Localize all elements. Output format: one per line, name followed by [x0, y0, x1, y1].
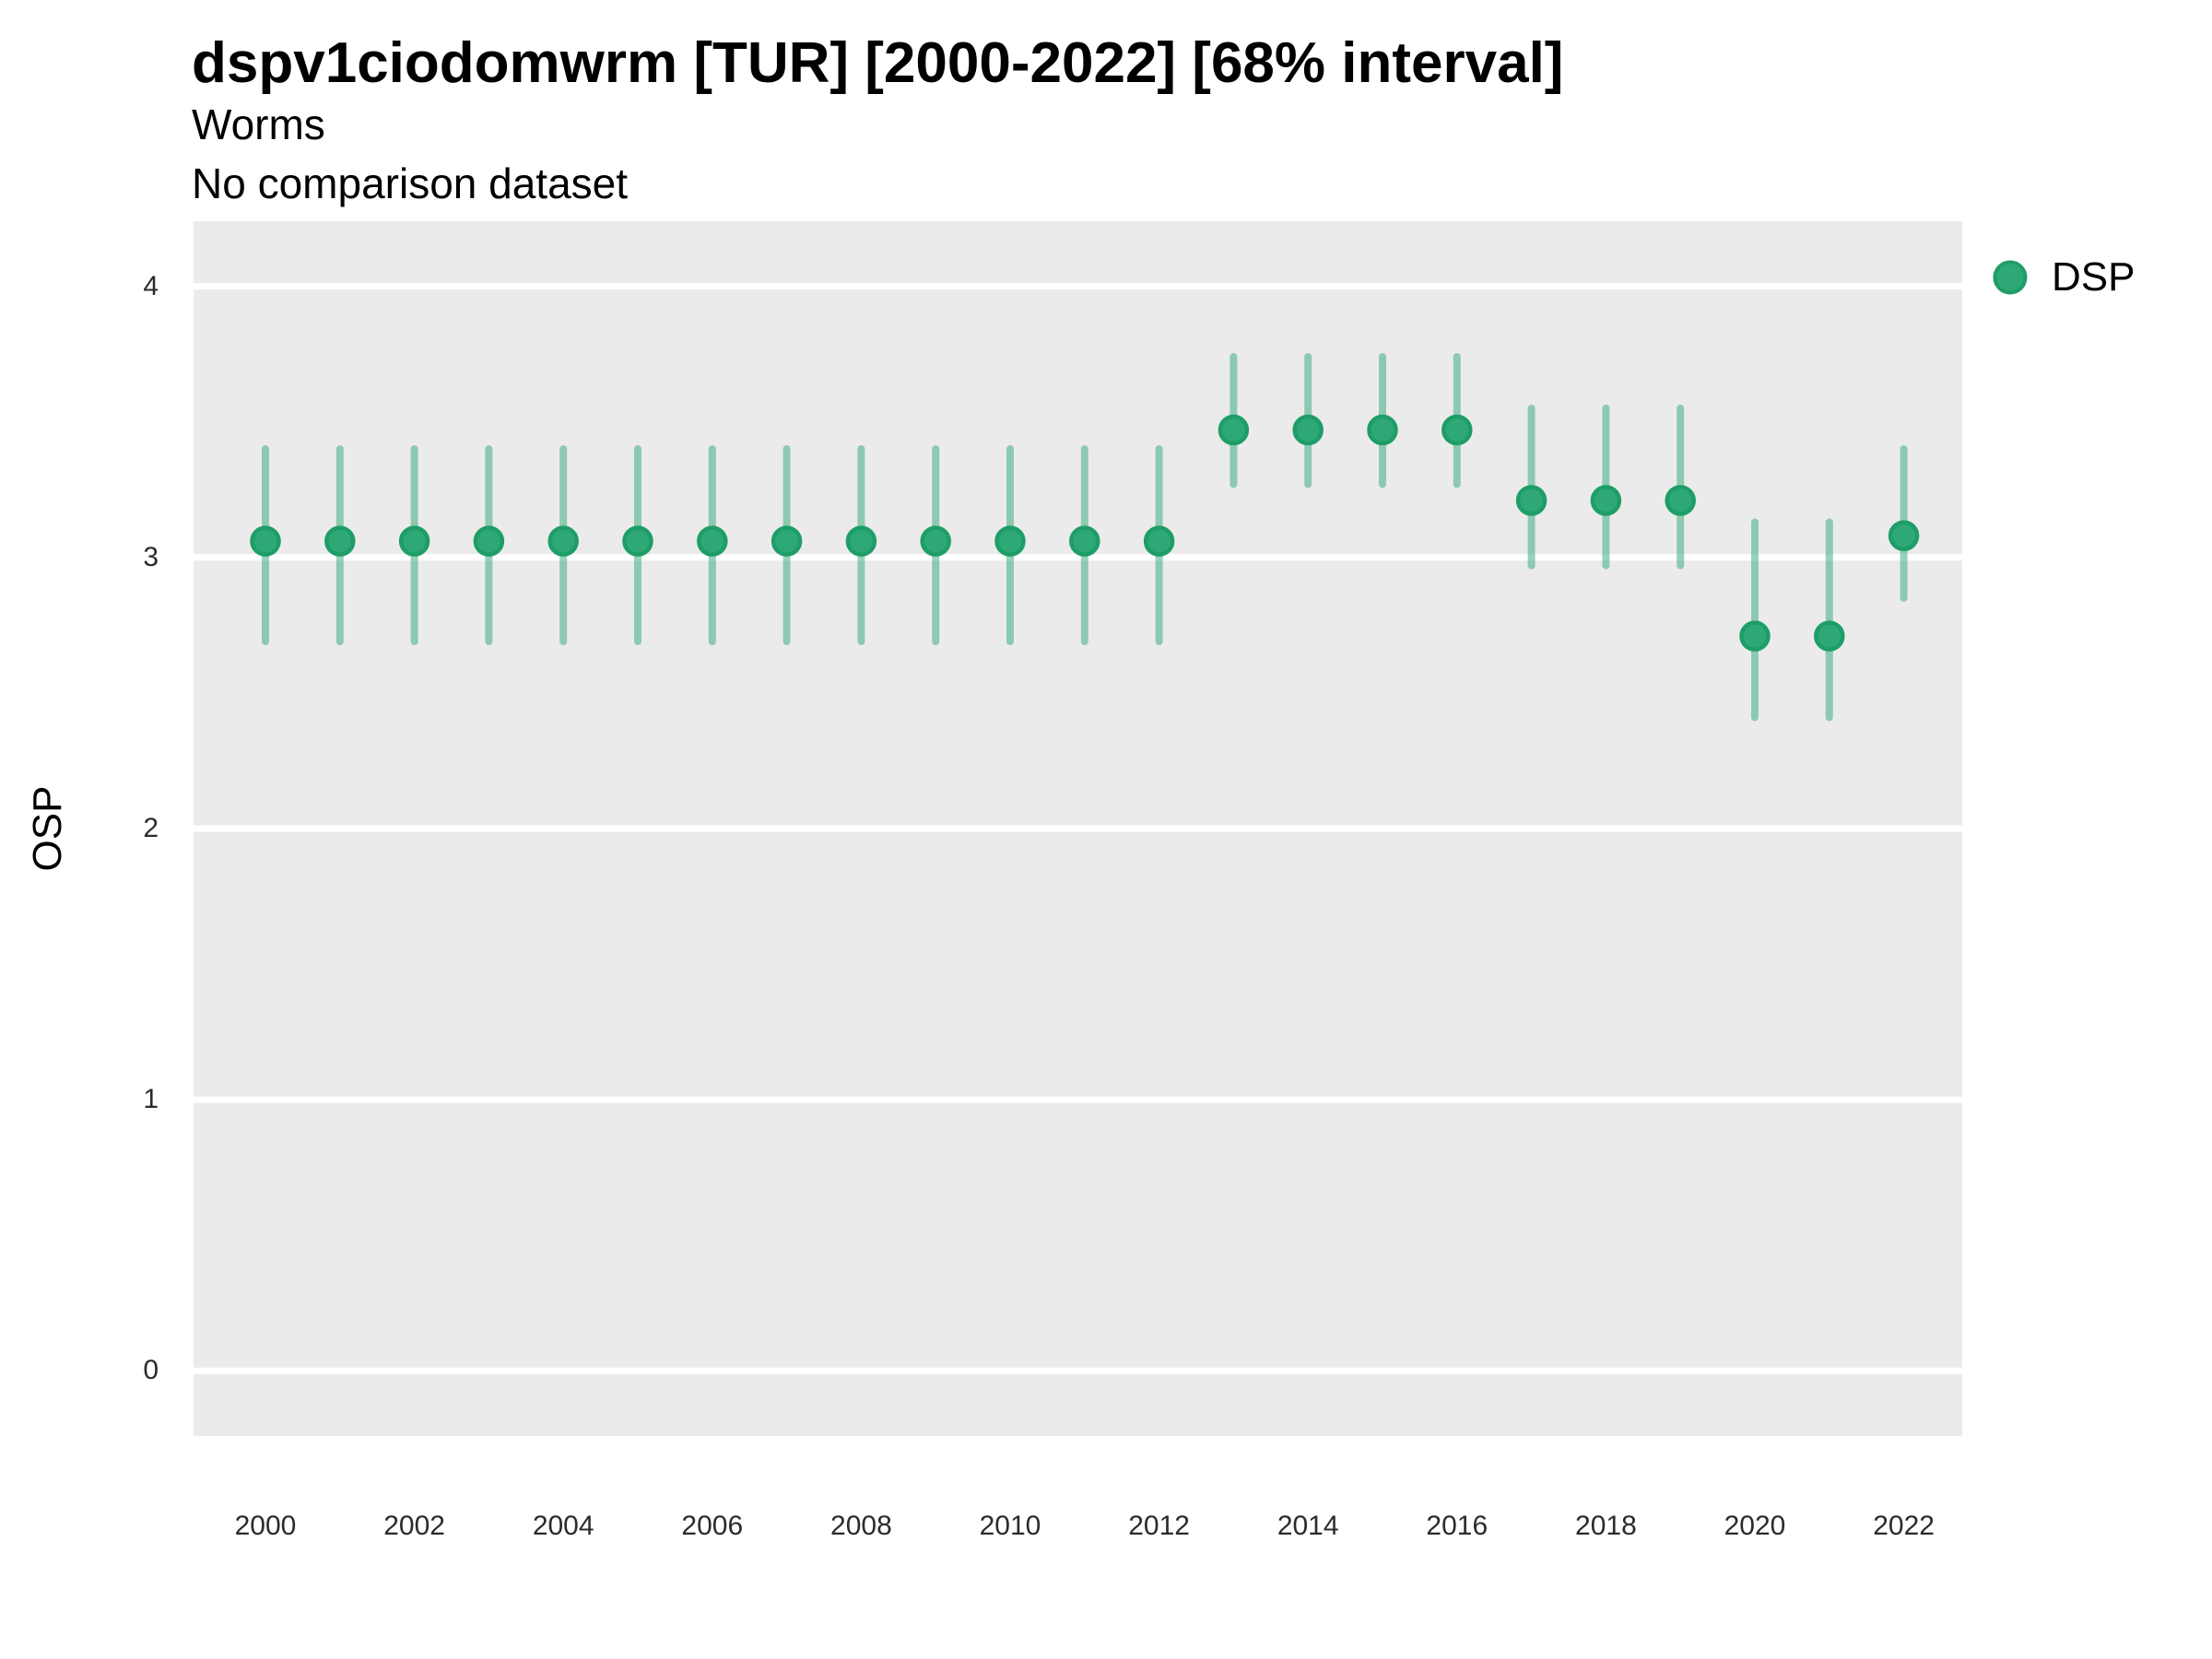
- x-tick-label: 2022: [1873, 1511, 1935, 1541]
- y-tick-label: 0: [143, 1355, 159, 1386]
- x-tick-label: 2004: [532, 1511, 594, 1541]
- point-marker: [771, 525, 803, 557]
- y-tick-label: 1: [143, 1084, 159, 1115]
- legend-dot-icon: [1993, 260, 2028, 295]
- point-marker: [1814, 620, 1845, 652]
- y-axis-title: OSP: [25, 785, 70, 872]
- point-marker: [1069, 525, 1100, 557]
- y-tick-label: 4: [143, 270, 159, 301]
- point-marker: [1441, 414, 1473, 446]
- point-marker: [994, 525, 1026, 557]
- point-marker: [622, 525, 653, 557]
- point-marker: [1143, 525, 1175, 557]
- x-tick-label: 2006: [681, 1511, 744, 1541]
- point-marker: [398, 525, 430, 557]
- x-tick-label: 2012: [1128, 1511, 1190, 1541]
- point-marker: [1292, 414, 1324, 446]
- point-marker: [845, 525, 877, 557]
- comparison-note: No comparison dataset: [192, 159, 629, 207]
- point-marker: [920, 525, 951, 557]
- chart-title: dspv1ciodomwrm [TUR] [2000-2022] [68% in…: [192, 31, 1564, 95]
- y-tick-label: 3: [143, 541, 159, 572]
- x-tick-label: 2016: [1426, 1511, 1488, 1541]
- point-marker: [473, 525, 505, 557]
- point-marker: [697, 525, 728, 557]
- point-marker: [250, 525, 281, 557]
- point-marker: [324, 525, 356, 557]
- x-tick-label: 2010: [979, 1511, 1041, 1541]
- x-tick-label: 2000: [234, 1511, 297, 1541]
- point-marker: [547, 525, 579, 557]
- y-tick-label: 2: [143, 813, 159, 843]
- legend-series-label: DSP: [2052, 254, 2136, 300]
- point-marker: [1590, 485, 1622, 516]
- x-tick-label: 2002: [383, 1511, 445, 1541]
- point-marker: [1665, 485, 1696, 516]
- point-marker: [1888, 520, 1920, 552]
- point-marker: [1739, 620, 1771, 652]
- x-tick-label: 2018: [1575, 1511, 1637, 1541]
- x-tick-label: 2014: [1277, 1511, 1339, 1541]
- point-marker: [1515, 485, 1547, 516]
- x-tick-label: 2008: [830, 1511, 892, 1541]
- x-tick-label: 2020: [1724, 1511, 1786, 1541]
- point-marker: [1218, 414, 1250, 446]
- point-marker: [1367, 414, 1398, 446]
- chart-subtitle: Worms: [192, 100, 325, 148]
